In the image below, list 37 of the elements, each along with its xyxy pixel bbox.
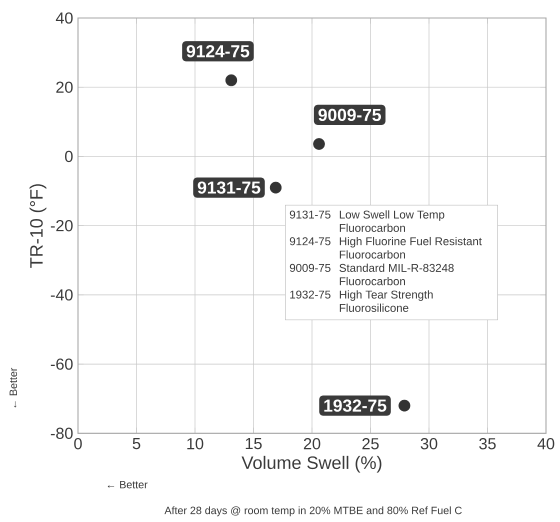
x-tick-label: 10 xyxy=(187,438,204,450)
text: 9009-75 xyxy=(290,264,330,272)
y-tick-label: 40 xyxy=(56,12,73,24)
annotation: High Tear Strength Fluorosilicone xyxy=(340,290,433,312)
annotation: High Fluorine Fuel Resistant Fluorocarbon xyxy=(340,236,482,259)
series-label: 9124-75 xyxy=(186,45,250,58)
x-tick-label: 20 xyxy=(304,438,320,450)
point xyxy=(398,400,410,412)
annotation: Standard MIL-R-83248 Fluorocarbon xyxy=(339,264,454,286)
text: ← Better xyxy=(10,368,18,408)
x-tick-label: 15 xyxy=(246,438,262,450)
series-label: 9009-75 xyxy=(318,108,381,122)
text: 9131-75 xyxy=(290,210,330,219)
text: ← Better xyxy=(108,480,148,488)
x-tick-label: 25 xyxy=(362,438,379,450)
annotation: Low Swell Low Temp Fluorocarbon xyxy=(340,210,444,232)
text: 1932-75 xyxy=(290,290,330,299)
series-label: 9131-75 xyxy=(198,181,260,194)
point xyxy=(225,74,238,86)
text: After 28 days @ room temp in 20% MTBE and 80% Ref Fuel C xyxy=(164,506,462,516)
series-label: 1932-75 xyxy=(324,399,386,412)
y-tick-label: -20 xyxy=(50,220,73,232)
point xyxy=(313,138,325,150)
y-tick-label: -40 xyxy=(50,289,73,301)
text: 9124-75 xyxy=(290,237,330,246)
x-tick-label: 5 xyxy=(132,438,140,450)
y-tick-label: 0 xyxy=(65,150,73,162)
x-axis-title: Volume Swell (%) xyxy=(242,456,382,473)
point xyxy=(270,182,282,194)
x-tick-label: 35 xyxy=(479,438,496,450)
x-tick-label: 40 xyxy=(537,438,554,450)
y-tick-label: -60 xyxy=(50,358,73,370)
y-axis-title: TR-10 (°F) xyxy=(30,184,46,268)
x-tick-label: 30 xyxy=(420,438,438,450)
y-tick-label: 20 xyxy=(56,82,73,93)
y-tick-label: -80 xyxy=(50,428,73,439)
x-tick-label: 0 xyxy=(74,438,82,450)
